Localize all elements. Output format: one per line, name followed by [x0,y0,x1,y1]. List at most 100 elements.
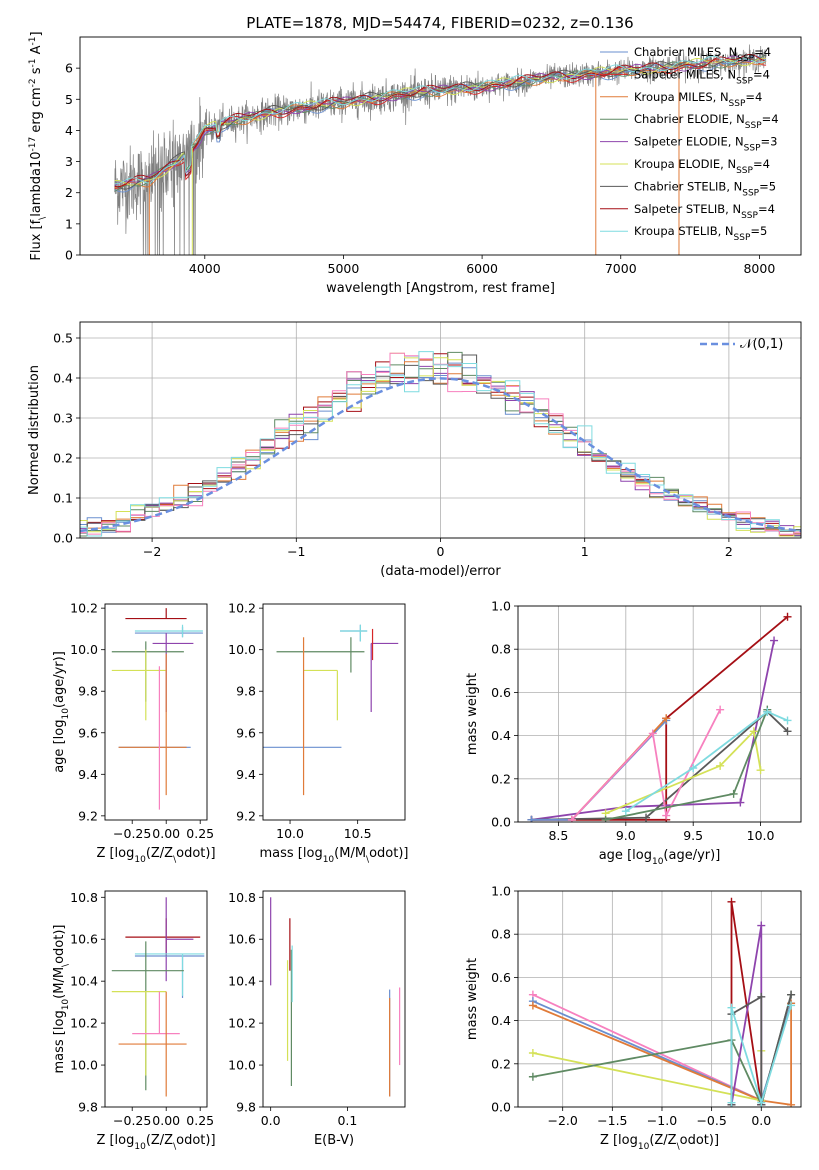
label-part: Chabrier STELIB, N [634,179,742,193]
x-tick-label: −0.5 [696,1113,726,1128]
y-tick-label: 10.0 [70,1058,98,1073]
x-tick-label: 6000 [466,261,498,276]
x-tick-label: 0.00 [152,1113,180,1128]
normal-curve [80,377,801,533]
label-part: 10 [134,855,146,865]
y-tick-label: 10.8 [70,890,98,905]
weight-marker [727,1003,736,1012]
residual-histogram [80,352,801,537]
y-tick-label: 9.2 [78,808,98,823]
label-part: Z [log [600,1133,638,1148]
label-part: 10 [638,1142,650,1152]
y-axis-label: Normed distribution [27,365,42,495]
y-tick-label: 10.8 [228,890,256,905]
y-tick-label: 0.3 [53,411,73,426]
errorbar-point [276,637,365,673]
x-tick-label: −1.5 [597,1113,627,1128]
figure-title: PLATE=1878, MJD=54474, FIBERID=0232, z=0… [246,14,633,32]
x-axis-label: Z [log10(Z/Z\odot)] [96,1133,215,1152]
errorbar-point [303,669,338,721]
label-part: (Z/Z [146,1133,173,1148]
label-part: \ [61,963,71,967]
model-spectrum-kroupa-stelib [114,55,767,185]
label-part: \ [173,1142,177,1152]
weight-marker [528,1072,537,1081]
residual-histogram [80,352,801,535]
label-part: Kroupa ELODIE, N [634,157,736,171]
axes-frame [104,603,208,821]
label-part: lambda10 [29,152,44,217]
label-part: Salpeter STELIB, N [634,202,741,216]
model-spectrum-chabrier-elodie [114,54,767,192]
x-tick-label: 0.25 [186,1113,214,1128]
label-part: 10 [652,857,664,867]
label-part: 10 [61,999,71,1011]
label-part: Salpeter ELODIE, N [634,135,744,149]
y-tick-label: 10.2 [228,1016,256,1031]
label-part: age [log [599,848,652,863]
label-part: 10 [134,1142,146,1152]
y-tick-label: 2 [65,185,73,200]
errorbar-point [111,641,184,702]
label-part: Chabrier MILES, N [634,45,737,59]
weight-marker [689,764,698,772]
label-part: Normed distribution [27,365,42,495]
label-part: Flux [f [29,219,44,260]
plot-area [263,624,399,796]
weight-marker [787,1001,796,1010]
x-axis-label: mass [log10(M/M\odot)] [260,846,409,865]
legend-label: Salpeter STELIB, NSSP=4 [634,202,775,221]
axes-frame [104,890,208,1108]
y-tick-label: 0.4 [491,728,511,743]
label-part: (M/M [334,846,366,861]
x-axis-label: Z [log10(Z/Z\odot)] [96,846,215,865]
label-part: SSP [742,188,759,198]
label-part: wavelength [Angstrom, rest frame] [326,281,555,296]
panel-6: 0.0 0.1 9.8 10.0 10.2 10.4 10.6 10.8 E(B-V) [228,890,406,1148]
y-tick-label: 0.0 [53,531,73,546]
label-part: =3 [761,135,778,149]
label-part: SSP [745,121,762,131]
x-axis-label: age [log10(age/yr)] [599,848,721,867]
weight-marker [783,727,792,736]
weight-marker [770,636,779,645]
label-part: SSP [744,144,761,154]
label-part: \ [173,855,177,865]
x-tick-label: −2.0 [548,1113,578,1128]
y-axis-label: age [log10(age/yr)] [52,651,71,773]
y-tick-label: 10.2 [228,601,256,616]
label-part: mass [log [260,846,323,861]
weight-series [601,727,765,818]
y-tick-label: 9.4 [78,767,98,782]
weight-marker [783,612,792,621]
label-part: SSP [736,166,753,176]
y-tick-label: 5 [65,92,73,107]
errorbar-point [134,953,205,996]
weight-series [621,707,792,816]
plot-area [111,897,205,1097]
weight-marker [716,705,725,714]
model-spectrum-salpeter-stelib [114,53,767,188]
weight-marker [757,1098,766,1107]
x-tick-label: 7000 [605,261,637,276]
label-part: =4 [754,45,771,59]
label-part: age [log [52,720,67,773]
weight-marker [757,992,766,1001]
axes-frame [262,890,406,1108]
y-axis-label: Flux [f\lambda10-17 erg cm-2 s-1 A-1] [28,31,48,260]
errorbar-point [152,633,194,712]
legend-label: Kroupa ELODIE, NSSP=4 [634,157,770,176]
x-tick-label: 9.5 [683,828,703,843]
axes-frame [262,603,406,821]
y-tick-label: 10.0 [70,642,98,657]
y-tick-label: 9.4 [236,767,256,782]
label-part: (age/yr)] [663,848,720,863]
label-part: (M/M [52,967,67,999]
errorbar-point [125,918,201,957]
label-part: A [29,45,44,58]
plot-area [111,608,203,810]
label-part: erg cm [29,87,44,136]
label-part: odot)] [369,846,408,861]
y-tick-label: 4 [65,123,73,138]
